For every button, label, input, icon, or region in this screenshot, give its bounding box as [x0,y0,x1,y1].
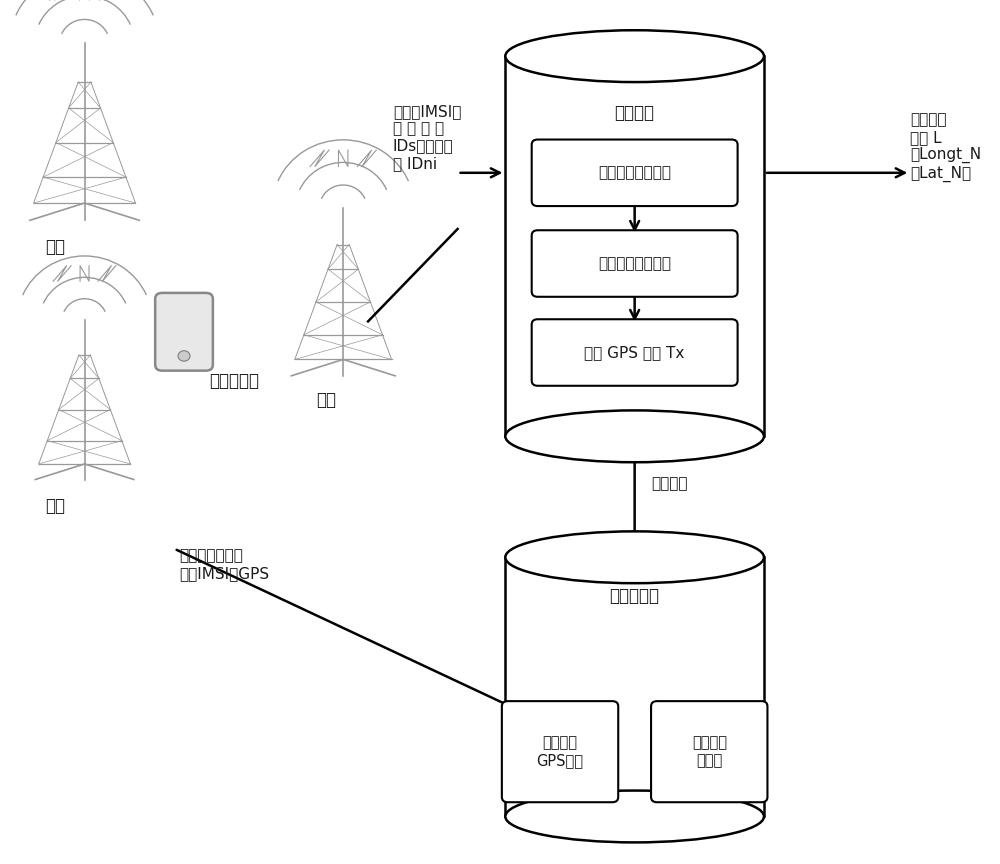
Text: 已知移动用户时
间、IMSI、GPS: 已知移动用户时 间、IMSI、GPS [179,549,269,581]
Ellipse shape [505,30,764,82]
Text: 基站: 基站 [45,238,65,256]
FancyBboxPatch shape [532,320,738,385]
FancyBboxPatch shape [502,702,618,802]
Text: 小区位置频次加权: 小区位置频次加权 [598,256,671,271]
Text: 时间、IMSI、
服 务 小 区
IDs、邻接小
区 IDni: 时间、IMSI、 服 务 小 区 IDs、邻接小 区 IDni [393,104,461,171]
Text: 手机用户端: 手机用户端 [209,372,259,390]
Text: 基站基础
信息表: 基站基础 信息表 [692,735,727,768]
Text: 根据 GPS 训练 Tx: 根据 GPS 训练 Tx [584,345,685,360]
Text: 基站: 基站 [316,391,336,409]
Text: 定位数据库: 定位数据库 [610,588,660,605]
Polygon shape [505,56,764,436]
FancyBboxPatch shape [651,702,767,802]
Ellipse shape [505,531,764,583]
Ellipse shape [505,791,764,842]
Circle shape [178,351,190,361]
FancyBboxPatch shape [155,293,213,371]
Text: 输出用户
位置 L
（Longt_N
、Lat_N）: 输出用户 位置 L （Longt_N 、Lat_N） [910,112,981,182]
Text: 定位系统: 定位系统 [615,105,655,122]
Text: 提供数据: 提供数据 [652,476,688,492]
FancyBboxPatch shape [532,231,738,297]
Text: 已知用户
GPS位置: 已知用户 GPS位置 [537,735,584,768]
Ellipse shape [505,410,764,462]
Polygon shape [505,557,764,816]
FancyBboxPatch shape [532,139,738,206]
Text: 计算小区中心位置: 计算小区中心位置 [598,165,671,181]
Text: 基站: 基站 [45,497,65,515]
